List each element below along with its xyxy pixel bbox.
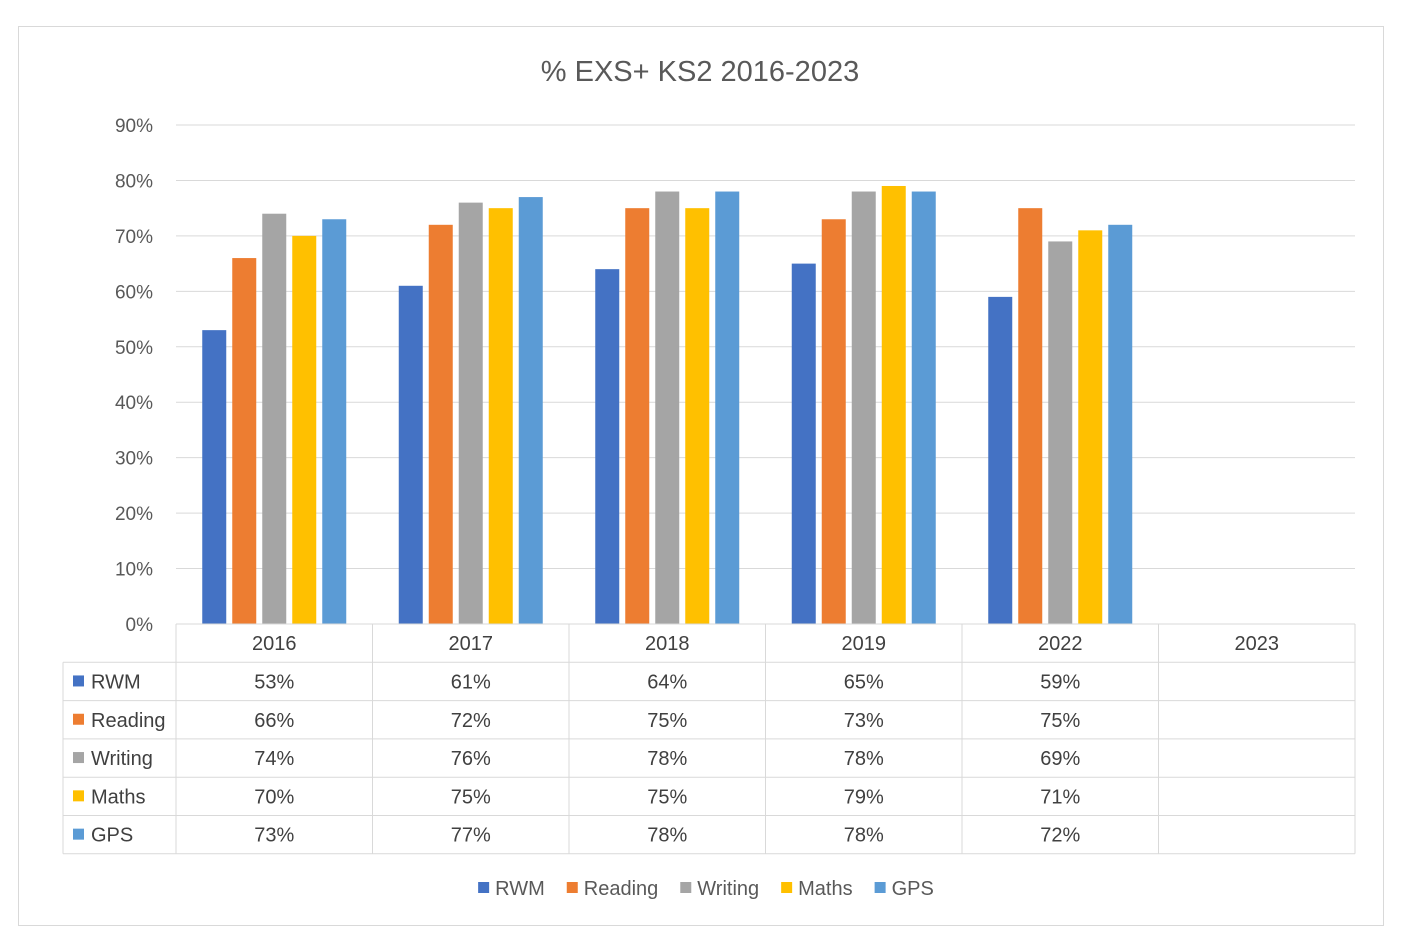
bars: [202, 185, 1133, 625]
legend-label-rwm: RWM: [495, 878, 545, 900]
legend-label-maths: Maths: [798, 878, 852, 900]
legend-key-reading: [566, 882, 578, 893]
table-legend-key: [73, 828, 84, 840]
table-cell-value: 61%: [451, 671, 491, 693]
table-cell-value: 75%: [451, 786, 491, 808]
table-row-label: RWM: [91, 671, 141, 693]
bar-maths-2016: [292, 235, 317, 624]
bar-maths-2019: [881, 185, 906, 624]
y-tick-label: 90%: [115, 116, 153, 137]
table-cell-value: 73%: [254, 825, 294, 847]
bar-gps-2016: [322, 219, 347, 624]
bar-gps-2022: [1108, 224, 1133, 625]
x-tick-label: 2022: [1038, 633, 1083, 655]
y-tick-label: 20%: [115, 504, 153, 525]
table-cell-value: 78%: [844, 748, 884, 770]
bar-reading-2017: [428, 224, 453, 625]
y-tick-label: 10%: [115, 560, 153, 581]
x-tick-label: 2023: [1235, 633, 1280, 655]
bar-writing-2022: [1048, 241, 1073, 624]
table-cell-value: 76%: [451, 748, 491, 770]
chart-title: % EXS+ KS2 2016-2023: [541, 56, 859, 88]
bar-maths-2018: [685, 208, 710, 624]
legend-key-rwm: [478, 882, 490, 893]
table-cell-value: 75%: [647, 710, 687, 732]
table-cell-value: 69%: [1040, 748, 1080, 770]
gridlines: [176, 124, 1355, 570]
table-row-label: Maths: [91, 786, 145, 808]
x-tick-label: 2016: [252, 633, 297, 655]
bar-writing-2016: [262, 213, 287, 624]
table-cell-value: 75%: [647, 786, 687, 808]
bar-gps-2018: [715, 191, 740, 625]
bar-reading-2016: [232, 258, 257, 624]
table-cell-value: 66%: [254, 710, 294, 732]
table-cell-value: 72%: [1040, 825, 1080, 847]
x-tick-label: 2017: [449, 633, 494, 655]
table-legend-key: [73, 713, 84, 725]
table-cell-value: 53%: [254, 671, 294, 693]
y-tick-label: 0%: [126, 615, 154, 636]
legend-key-gps: [874, 882, 886, 893]
bar-writing-2017: [458, 202, 483, 624]
table-row-label: GPS: [91, 825, 133, 847]
bar-rwm-2017: [398, 285, 423, 624]
legend: RWM Reading Writing Maths GPS: [478, 878, 934, 900]
table-row-label: Writing: [91, 748, 153, 770]
legend-key-maths: [781, 882, 793, 893]
bar-writing-2018: [655, 191, 680, 625]
table-cell-value: 78%: [647, 825, 687, 847]
table-cell-value: 73%: [844, 710, 884, 732]
bar-reading-2022: [1018, 208, 1043, 624]
table-cell-value: 78%: [647, 748, 687, 770]
y-tick-label: 50%: [115, 338, 153, 359]
y-tick-label: 30%: [115, 449, 153, 470]
bar-reading-2018: [625, 208, 650, 624]
bar-gps-2019: [911, 191, 936, 625]
y-tick-label: 60%: [115, 282, 153, 303]
table-legend-key: [73, 790, 84, 802]
y-tick-label: 40%: [115, 393, 153, 414]
y-tick-label: 80%: [115, 171, 153, 192]
table-cell-value: 75%: [1040, 710, 1080, 732]
legend-key-writing: [680, 882, 692, 893]
bar-maths-2017: [488, 208, 513, 624]
bar-rwm-2016: [202, 330, 227, 624]
data-table: 2016 2017 2018 2019 2022 2023 RWM 53% 61% 64% 65% 5…: [62, 623, 1356, 855]
table-cell-value: 70%: [254, 786, 294, 808]
table-cell-value: 77%: [451, 825, 491, 847]
table-cell-value: 74%: [254, 748, 294, 770]
table-legend-key: [73, 675, 84, 687]
bar-maths-2022: [1078, 230, 1103, 624]
x-tick-label: 2019: [842, 633, 887, 655]
chart-frame: [18, 26, 1384, 926]
table-legend-key: [73, 752, 84, 764]
table-cell-value: 65%: [844, 671, 884, 693]
x-tick-label: 2018: [645, 633, 690, 655]
legend-label-reading: Reading: [584, 878, 659, 900]
y-axis-ticks: 0% 10% 20% 30% 40% 50% 60% 70% 80% 90%: [115, 116, 153, 636]
bar-rwm-2022: [988, 296, 1013, 624]
table-cell-value: 59%: [1040, 671, 1080, 693]
legend-label-gps: GPS: [892, 878, 934, 900]
bar-reading-2019: [821, 219, 846, 624]
bar-writing-2019: [851, 191, 876, 625]
bar-gps-2017: [518, 197, 543, 625]
table-cell-value: 71%: [1040, 786, 1080, 808]
legend-label-writing: Writing: [697, 878, 759, 900]
table-cell-value: 78%: [844, 825, 884, 847]
table-cell-value: 72%: [451, 710, 491, 732]
table-cell-value: 64%: [647, 671, 687, 693]
bar-rwm-2019: [791, 263, 816, 624]
bar-rwm-2018: [595, 269, 620, 624]
table-row-label: Reading: [91, 710, 166, 732]
table-cell-value: 79%: [844, 786, 884, 808]
y-tick-label: 70%: [115, 227, 153, 248]
